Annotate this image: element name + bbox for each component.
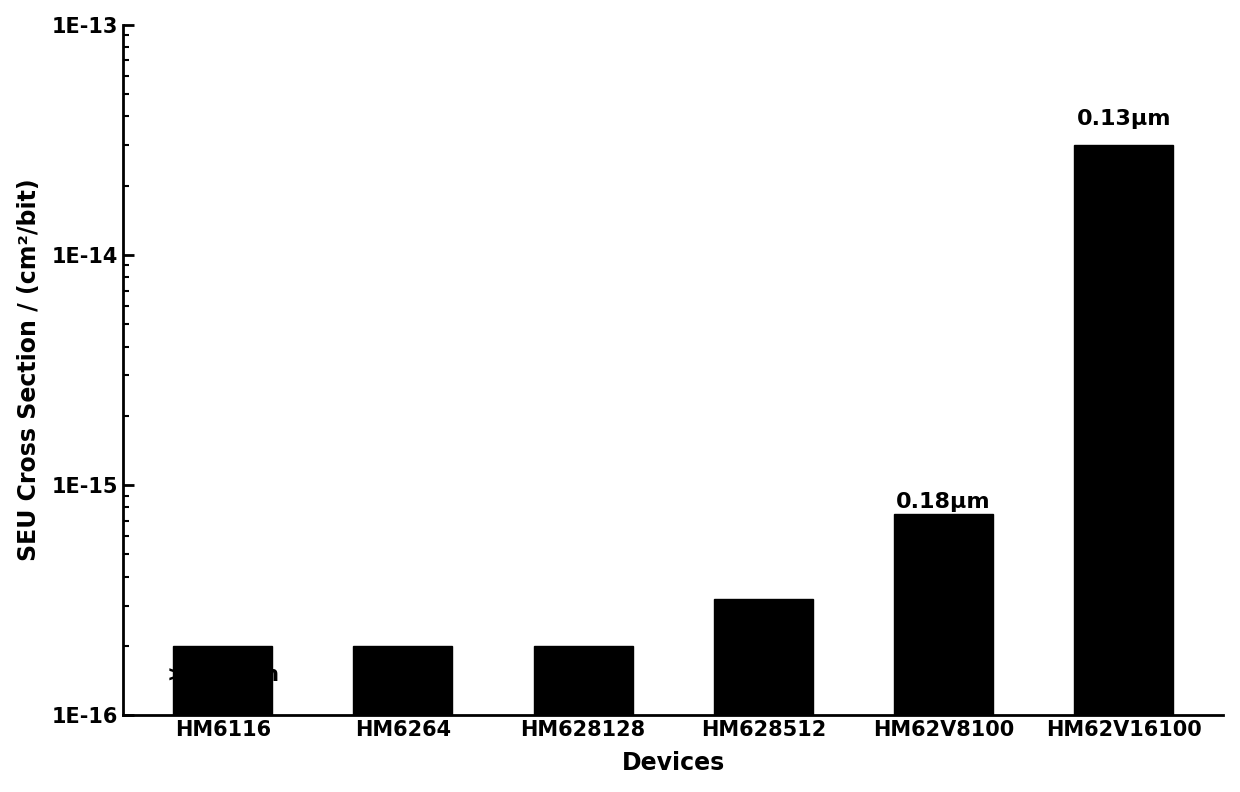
Bar — [174, 646, 273, 715]
Text: 0.18μm: 0.18μm — [897, 492, 991, 512]
Text: 0.50μm: 0.50μm — [715, 600, 811, 620]
Text: 0.13μm: 0.13μm — [1076, 109, 1171, 128]
Text: >1.50μm: >1.50μm — [166, 665, 279, 685]
Bar — [353, 646, 453, 715]
Bar — [533, 646, 632, 715]
X-axis label: Devices: Devices — [621, 752, 725, 775]
Y-axis label: SEU Cross Section / (cm²/bit): SEU Cross Section / (cm²/bit) — [16, 179, 41, 562]
Text: 0.80μm: 0.80μm — [536, 665, 630, 685]
Bar — [894, 514, 993, 715]
Bar — [1074, 145, 1173, 715]
Text: 1.50μm: 1.50μm — [356, 665, 450, 685]
Bar — [714, 599, 813, 715]
